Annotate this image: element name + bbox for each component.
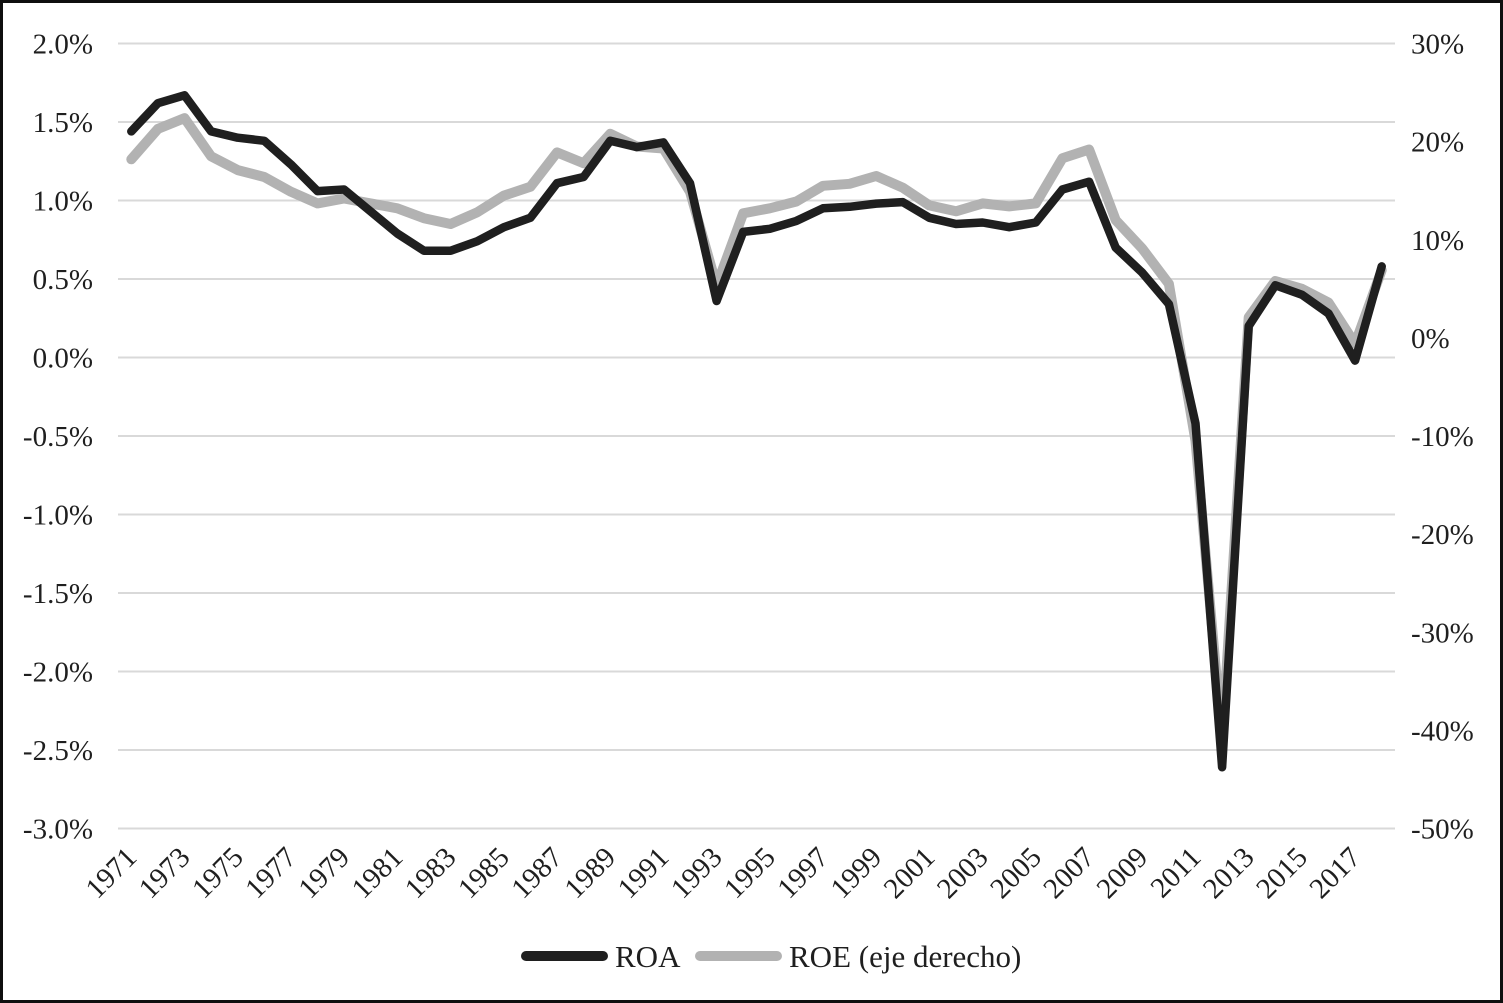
x-axis-tick-label: 2003 [931, 841, 995, 905]
left-axis-tick-label: -2.5% [23, 735, 93, 767]
right-axis-tick-label: -50% [1411, 814, 1474, 846]
right-axis-tick-label: -40% [1411, 715, 1474, 747]
left-axis-tick-label: -1.0% [23, 500, 93, 532]
left-axis-tick-label: -0.5% [23, 421, 93, 453]
x-axis-tick-label: 1983 [399, 841, 463, 905]
right-axis-tick-label: -20% [1411, 519, 1474, 551]
x-axis-tick-label: 2017 [1303, 841, 1367, 905]
left-axis-tick-label: 1.0% [33, 186, 93, 218]
x-axis-tick-label: 1985 [452, 841, 516, 905]
x-axis-tick-label: 1973 [133, 841, 197, 905]
x-axis-tick-label: 1975 [186, 841, 250, 905]
x-axis-tick-label: 1979 [292, 841, 356, 905]
right-axis-tick-label: 0% [1411, 323, 1450, 355]
right-axis-tick-label: 30% [1411, 29, 1464, 61]
left-axis-tick-label: 1.5% [33, 107, 93, 139]
right-axis-tick-label: -30% [1411, 617, 1474, 649]
x-axis-tick-label: 1997 [771, 841, 835, 905]
left-axis-tick-label: -1.5% [23, 578, 93, 610]
legend-label-roa: ROA [615, 939, 681, 974]
left-axis-tick-label: 2.0% [33, 29, 93, 61]
x-axis-tick-label: 1981 [346, 841, 410, 905]
left-axis-tick-label: -2.0% [23, 657, 93, 689]
x-axis-tick-label: 1991 [612, 841, 676, 905]
x-axis-tick-label: 2011 [1145, 841, 1208, 904]
right-axis-tick-label: 20% [1411, 127, 1464, 159]
x-axis-tick-label: 2013 [1197, 841, 1261, 905]
x-axis-tick-label: 1971 [80, 841, 144, 905]
left-axis-tick-label: -3.0% [23, 814, 93, 846]
x-axis-tick-label: 1987 [505, 841, 569, 905]
x-axis-tick-label: 2001 [878, 841, 942, 905]
x-axis-tick-label: 2015 [1250, 841, 1314, 905]
x-axis-tick-label: 1993 [665, 841, 729, 905]
x-axis-tick-label: 1995 [718, 841, 782, 905]
x-axis-tick-label: 2007 [1037, 841, 1101, 905]
left-axis-tick-label: 0.0% [33, 343, 93, 375]
x-axis-tick-label: 1977 [239, 841, 303, 905]
legend-label-roe: ROE (eje derecho) [789, 939, 1021, 974]
roa-line [127, 91, 1386, 772]
x-axis-tick-label: 1989 [558, 841, 622, 905]
roa-roe-dual-axis-line-chart: 2.0% 1.5% 1.0% 0.5% 0.0% -0.5% -1.0% -1.5% -2.0%… [23, 29, 1474, 975]
left-axis-tick-label: 0.5% [33, 264, 93, 296]
x-axis-tick-label: 2005 [984, 841, 1048, 905]
right-axis-tick-label: -10% [1411, 421, 1474, 453]
x-axis-tick-label: 2009 [1091, 841, 1155, 905]
x-axis-tick-label: 1999 [825, 841, 889, 905]
right-axis-tick-label: 10% [1411, 225, 1464, 257]
